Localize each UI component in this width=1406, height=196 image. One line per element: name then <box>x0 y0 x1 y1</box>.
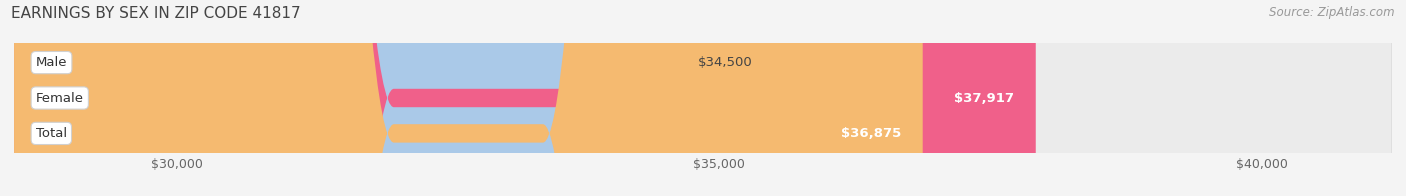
Text: $34,500: $34,500 <box>697 56 752 69</box>
Text: Total: Total <box>35 127 67 140</box>
Text: $36,875: $36,875 <box>841 127 901 140</box>
FancyBboxPatch shape <box>14 0 1392 196</box>
FancyBboxPatch shape <box>14 0 922 196</box>
Text: EARNINGS BY SEX IN ZIP CODE 41817: EARNINGS BY SEX IN ZIP CODE 41817 <box>11 6 301 21</box>
Text: Source: ZipAtlas.com: Source: ZipAtlas.com <box>1270 6 1395 19</box>
FancyBboxPatch shape <box>14 0 1392 196</box>
FancyBboxPatch shape <box>14 0 1036 196</box>
FancyBboxPatch shape <box>14 0 1392 196</box>
FancyBboxPatch shape <box>14 0 665 196</box>
Text: $37,917: $37,917 <box>955 92 1014 104</box>
Text: Male: Male <box>35 56 67 69</box>
Text: Female: Female <box>35 92 84 104</box>
